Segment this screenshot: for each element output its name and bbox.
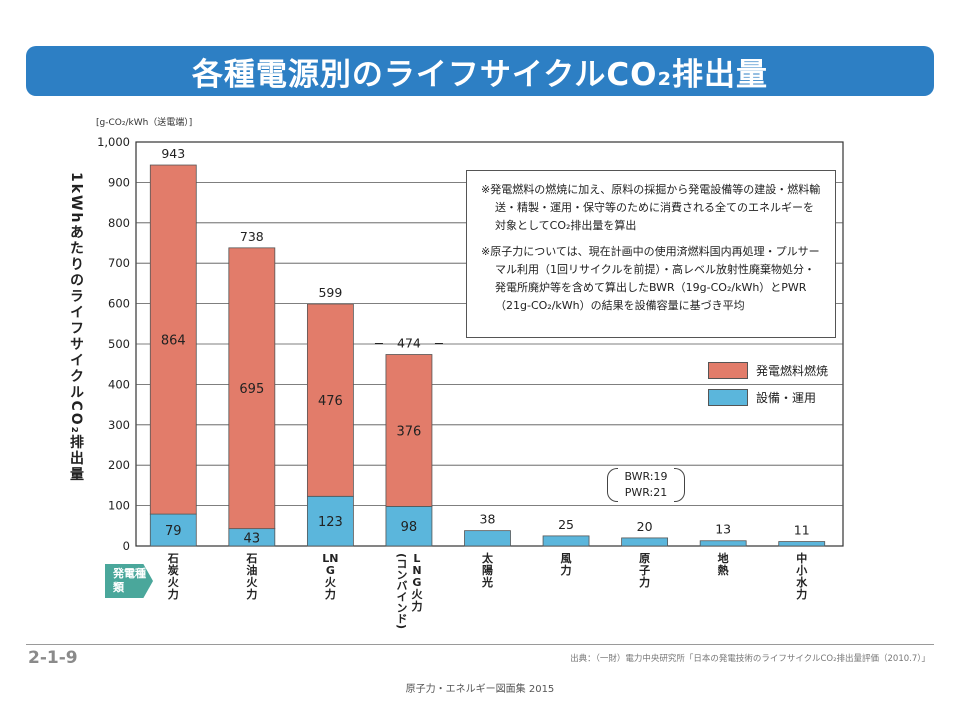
y-tick-label: 600 xyxy=(108,297,130,311)
data-label-total: 11 xyxy=(794,523,810,538)
category-label: 石炭火力 xyxy=(163,553,183,601)
legend-swatch-equipment xyxy=(708,389,748,406)
bar-equipment xyxy=(306,495,354,547)
y-tick-label: 300 xyxy=(108,418,130,432)
y-axis-label: 1kWhあたりのライフサイクルCO₂排出量 xyxy=(68,172,84,483)
source-citation: 出典：（一財）電力中央研究所「日本の発電技術のライフサイクルCO₂排出量評価（2… xyxy=(570,654,930,664)
bar-fuel xyxy=(385,354,433,507)
page-number: 2-1-9 xyxy=(28,648,78,668)
bar-equipment xyxy=(542,535,590,547)
category-label: 地熱 xyxy=(713,553,733,577)
note-1: ※発電燃料の燃焼に加え、原料の採掘から発電設備等の建設・燃料輸送・精製・運用・保… xyxy=(481,183,821,232)
y-tick-label: 800 xyxy=(108,216,130,230)
note-box: ※発電燃料の燃焼に加え、原料の採掘から発電設備等の建設・燃料輸送・精製・運用・保… xyxy=(466,170,836,338)
y-tick-label: 900 xyxy=(108,175,130,189)
title-banner: 各種電源別のライフサイクルCO₂排出量 xyxy=(26,46,934,96)
data-label-equipment: 43 xyxy=(244,531,261,546)
data-label-fuel: 695 xyxy=(239,382,264,397)
bwr-pwr-annotation: BWR:19 PWR:21 xyxy=(607,468,685,502)
y-tick-label: 0 xyxy=(123,539,130,553)
legend-swatch-fuel xyxy=(708,362,748,379)
category-label-main: 太陽光 xyxy=(482,552,493,589)
bar-fuel xyxy=(228,247,276,530)
y-tick-label: 400 xyxy=(108,377,130,391)
category-label: 中小水力 xyxy=(792,553,812,601)
category-label-main: 地熱 xyxy=(717,552,729,577)
data-label-total: 13 xyxy=(715,522,731,537)
category-label: 太陽光 xyxy=(478,553,498,589)
category-label: 原子力 xyxy=(635,553,655,589)
bar-equipment xyxy=(778,541,826,547)
bar-equipment xyxy=(621,537,669,547)
note-2: ※原子力については、現在計画中の使用済燃料国内再処理・プルサーマル利用（1回リサ… xyxy=(481,245,820,312)
left-bracket xyxy=(607,468,618,502)
y-tick-label: 700 xyxy=(108,256,130,270)
category-label: 石油火力 xyxy=(242,553,262,601)
y-tick-label: 100 xyxy=(108,499,130,513)
category-label-main: 風力 xyxy=(560,552,572,577)
footer-divider xyxy=(26,644,934,645)
data-label-total: 38 xyxy=(480,512,496,527)
category-label-main: 中小水力 xyxy=(796,552,808,601)
data-label-fuel: 864 xyxy=(161,334,186,349)
y-tick-label: 200 xyxy=(108,458,130,472)
category-label-main: LNG火力 xyxy=(411,552,423,613)
category-label-main: 原子力 xyxy=(639,552,651,589)
data-label-total: 599 xyxy=(318,285,342,300)
bar-equipment xyxy=(149,513,197,547)
legend-item-equipment: 設備・運用 xyxy=(708,389,816,406)
page-title: 各種電源別のライフサイクルCO₂排出量 xyxy=(191,56,769,93)
data-label-equipment: 123 xyxy=(318,515,343,530)
category-label-main: LNG火力 xyxy=(322,552,339,601)
data-label-total: 943 xyxy=(161,146,185,161)
data-label-total: 25 xyxy=(558,517,574,532)
legend-label-equipment: 設備・運用 xyxy=(756,391,817,405)
category-label-main: 石炭火力 xyxy=(167,552,179,601)
unit-label: [g-CO₂/kWh（送電端）] xyxy=(96,118,193,128)
bwr-value: BWR:19 xyxy=(624,470,668,483)
y-tick-label: 500 xyxy=(108,337,130,351)
data-label-equipment: 79 xyxy=(165,524,182,539)
category-label-sub: (コンバインド) xyxy=(394,553,408,630)
bar-equipment xyxy=(464,530,511,547)
category-group-label: 発電種類 xyxy=(105,564,153,598)
pwr-value: PWR:21 xyxy=(624,486,668,499)
data-label-total: 20 xyxy=(637,519,653,534)
category-label: LNG火力 (コンバインド) xyxy=(391,552,427,630)
booklet-title: 原子力・エネルギー図面集 2015 xyxy=(405,684,555,695)
bar-fuel xyxy=(149,164,197,515)
data-label-total: 474 xyxy=(397,336,421,351)
category-label-main: 石油火力 xyxy=(246,552,258,601)
right-bracket xyxy=(674,468,685,502)
y-tick-label: 1,000 xyxy=(97,135,130,149)
bar-fuel xyxy=(306,303,354,497)
data-label-fuel: 476 xyxy=(318,394,343,409)
data-label-equipment: 98 xyxy=(401,520,418,535)
category-label: 風力 xyxy=(556,553,576,577)
category-label: LNG火力 xyxy=(320,553,340,601)
data-label-fuel: 376 xyxy=(397,424,422,439)
data-label-total: 738 xyxy=(240,229,264,244)
legend-label-fuel: 発電燃料燃焼 xyxy=(756,364,829,378)
legend-item-fuel: 発電燃料燃焼 xyxy=(708,362,828,379)
bar-equipment xyxy=(699,540,747,547)
